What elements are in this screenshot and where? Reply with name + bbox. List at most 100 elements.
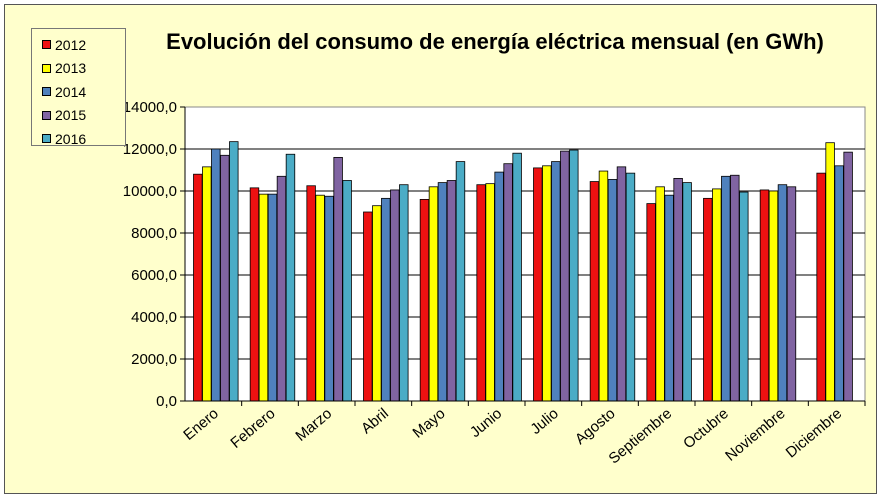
bar-2015-agosto: [616, 166, 627, 402]
legend-swatch: [42, 134, 51, 144]
legend: 2012 2013 2014 2015 2016: [31, 28, 126, 147]
y-tick-label: 8000,0: [131, 225, 177, 242]
gridlines: [185, 148, 865, 360]
bar-2016-febrero: [285, 153, 296, 402]
bar-2012-agosto: [589, 181, 600, 402]
legend-label: 2015: [55, 107, 87, 124]
bar-2013-noviembre: [768, 190, 779, 402]
y-tick-label: 14000,0: [123, 99, 177, 116]
x-tick-label: Diciembre: [783, 405, 846, 461]
bar-2012-junio: [476, 184, 486, 402]
bar-2012-julio: [533, 167, 543, 402]
legend-item-2015: 2015: [42, 104, 125, 128]
legend-label: 2013: [55, 60, 87, 77]
bar-2014-octubre: [721, 175, 731, 402]
bar-2013-octubre: [712, 188, 722, 402]
bar-2014-julio: [551, 161, 561, 402]
x-tick-label: Agosto: [572, 405, 619, 448]
bar-2013-mayo: [428, 186, 439, 402]
bar-2013-enero: [202, 166, 212, 402]
y-tick-label: 12000,0: [123, 141, 177, 158]
x-tick-label: Noviembre: [722, 405, 788, 465]
bar-2014-marzo: [324, 195, 334, 402]
bar-2014-diciembre: [834, 165, 844, 402]
y-axis: 0,0 2000,0 4000,0 6000,0 8000,0 10000,0 12000,…: [123, 99, 186, 410]
bar-2016-enero: [229, 141, 239, 402]
bar-2013-agosto: [598, 170, 609, 402]
bar-2015-enero: [220, 154, 230, 402]
bar-2014-septiembre: [664, 194, 674, 402]
legend-swatch: [42, 87, 51, 97]
legend-swatch: [42, 40, 51, 50]
y-tick-label: 2000,0: [131, 351, 177, 368]
bar-2016-septiembre: [682, 182, 692, 402]
bar-2014-mayo: [437, 182, 448, 402]
bar-2013-septiembre: [655, 186, 665, 402]
x-tick-label: Febrero: [227, 405, 278, 452]
y-tick-label: 0,0: [156, 393, 177, 410]
bar-2016-agosto: [625, 172, 636, 402]
legend-swatch: [42, 63, 51, 73]
bar-2015-julio: [560, 150, 570, 402]
bar-2013-julio: [542, 165, 552, 402]
bar-2014-abril: [381, 197, 391, 402]
bar-2016-octubre: [739, 191, 749, 402]
legend-item-2013: 2013: [42, 57, 125, 81]
x-tick-label: Septiembre: [606, 405, 676, 467]
y-tick-label: 4000,0: [131, 309, 177, 326]
bar-2015-octubre: [730, 174, 740, 402]
bar-2012-octubre: [703, 197, 713, 402]
x-tick-label: Mayo: [410, 405, 449, 442]
legend-label: 2012: [55, 36, 87, 53]
y-tick-label: 10000,0: [123, 183, 177, 200]
x-tick-label: Marzo: [292, 405, 335, 445]
x-tick-label: Abril: [358, 405, 392, 437]
x-tick-label: Junio: [467, 405, 505, 441]
bar-2013-febrero: [258, 193, 269, 402]
bar-2016-abril: [399, 184, 409, 402]
bar-2016-junio: [512, 152, 522, 402]
y-tick-label: 6000,0: [131, 267, 177, 284]
bar-2012-mayo: [419, 198, 430, 402]
bar-2012-noviembre: [759, 189, 770, 402]
chart-title: Evolución del consumo de energía eléctri…: [166, 29, 824, 54]
bar-2012-febrero: [249, 187, 260, 402]
bar-2016-mayo: [455, 161, 466, 402]
bar-2012-enero: [193, 173, 203, 402]
x-tick-label: Julio: [527, 405, 562, 438]
bar-2015-diciembre: [843, 151, 853, 402]
bar-2014-noviembre: [777, 184, 788, 402]
bar-2014-febrero: [267, 193, 278, 402]
bar-2015-mayo: [446, 180, 457, 402]
bar-2016-marzo: [342, 180, 352, 402]
bar-2015-abril: [390, 189, 400, 402]
x-tick-label: Enero: [180, 405, 222, 444]
bar-2014-enero: [211, 148, 221, 402]
plot-area: [184, 106, 866, 402]
bar-2015-marzo: [333, 156, 343, 402]
bar-2013-marzo: [315, 194, 325, 402]
bar-2014-junio: [494, 171, 504, 402]
x-axis: Enero Febrero Marzo Abril Mayo Junio Julio Agos…: [180, 400, 866, 467]
bar-2015-septiembre: [673, 177, 683, 402]
legend-item-2012: 2012: [42, 33, 125, 57]
bar-2012-abril: [363, 211, 373, 402]
legend-label: 2014: [55, 83, 87, 100]
legend-item-2014: 2014: [42, 80, 125, 104]
bar-2015-noviembre: [786, 186, 797, 402]
bar-2015-febrero: [276, 175, 287, 402]
legend-item-2016: 2016: [42, 127, 125, 151]
legend-swatch: [42, 110, 51, 120]
bar-2014-agosto: [607, 179, 618, 402]
legend-label: 2016: [55, 130, 87, 147]
bar-2012-diciembre: [816, 172, 826, 402]
x-tick-label: Octubre: [680, 405, 732, 452]
bar-2013-diciembre: [825, 142, 835, 402]
bar-2016-julio: [569, 149, 579, 402]
bar-2012-septiembre: [646, 203, 656, 402]
bar-2013-abril: [372, 205, 382, 402]
bar-2013-junio: [485, 183, 495, 402]
bar-2015-junio: [503, 163, 513, 402]
bar-2012-marzo: [306, 185, 316, 402]
